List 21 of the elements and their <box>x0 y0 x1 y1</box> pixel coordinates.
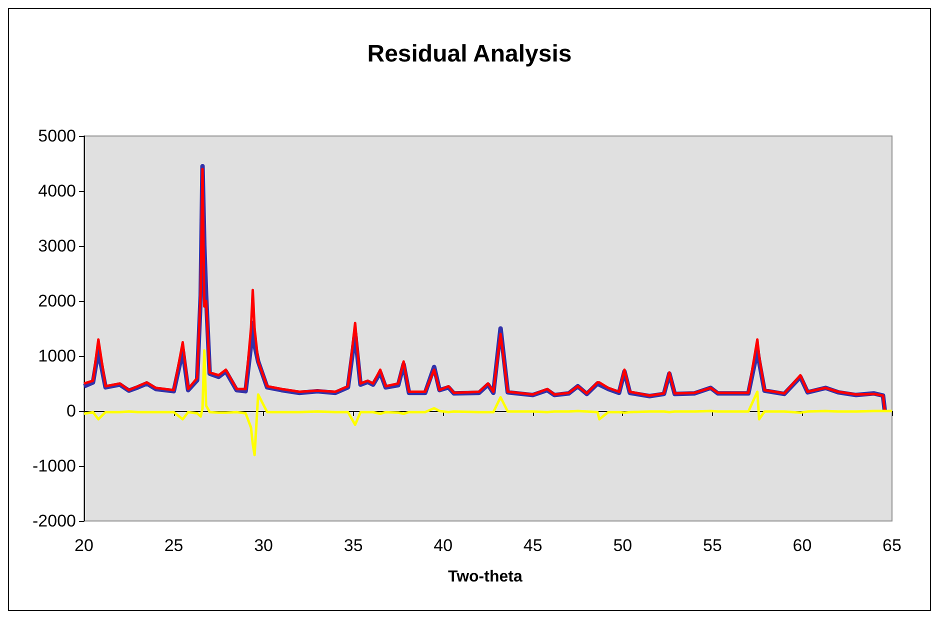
x-tick-label: 35 <box>344 536 363 555</box>
y-tick-label: 5000 <box>38 126 76 146</box>
x-tick-label: 30 <box>254 536 274 555</box>
x-tick-label: 50 <box>613 536 632 555</box>
x-tick-label: 65 <box>882 536 902 555</box>
y-tick-label: 3000 <box>38 236 76 256</box>
x-tick-label: 20 <box>74 536 94 555</box>
x-tick-label: 25 <box>164 536 184 555</box>
chart-title: Residual Analysis <box>367 40 572 68</box>
y-tick-label: 2000 <box>38 292 76 310</box>
x-tick-label: 45 <box>523 536 542 555</box>
y-tick-label: 4000 <box>38 182 76 200</box>
x-tick-label: 60 <box>792 536 812 555</box>
y-tick-label: -1000 <box>32 456 76 476</box>
x-axis-title: Two-theta <box>448 568 522 586</box>
y-tick-label: -2000 <box>32 512 76 530</box>
x-tick-label: 40 <box>434 536 453 555</box>
x-tick-label: 55 <box>702 536 722 555</box>
y-tick-label: 0 <box>66 402 76 420</box>
y-tick-label: 1000 <box>38 346 76 366</box>
line-series <box>82 349 894 456</box>
